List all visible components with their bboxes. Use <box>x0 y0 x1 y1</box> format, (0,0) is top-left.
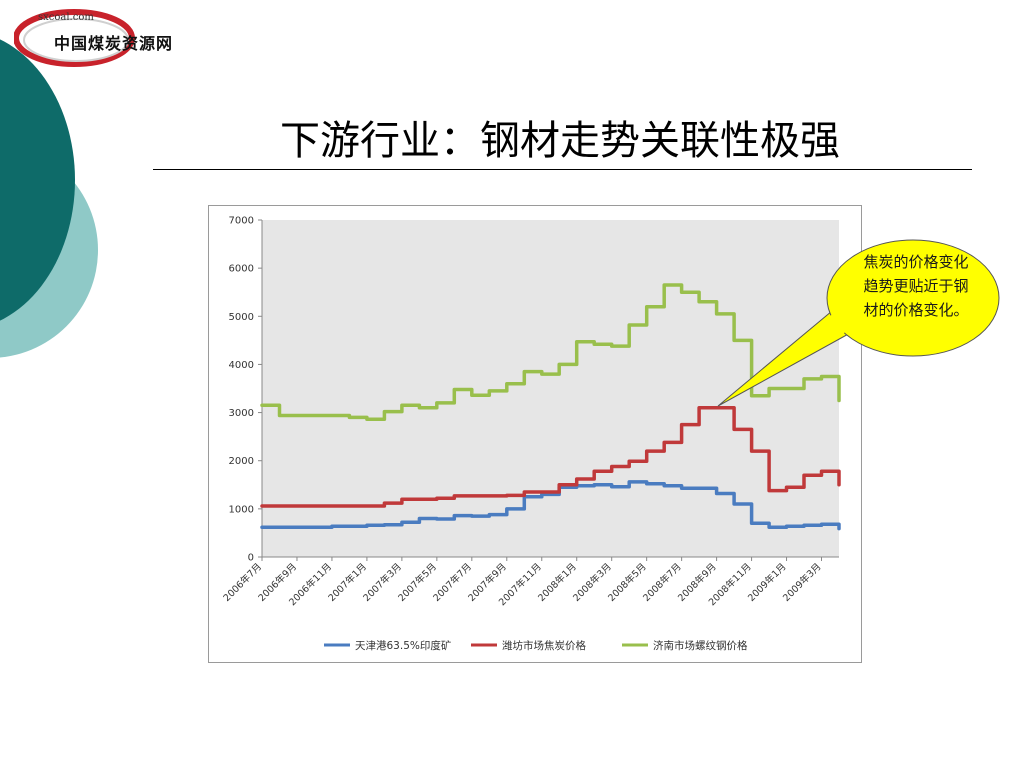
legend-label-1: 天津港63.5%印度矿 <box>355 639 451 652</box>
logo-swoosh-icon <box>14 9 135 67</box>
y-tick-label: 7000 <box>229 216 254 227</box>
title-underline <box>153 169 972 170</box>
slide-title: 下游行业：钢材走势关联性极强 <box>280 118 840 164</box>
y-tick-label: 2000 <box>229 456 254 467</box>
logo-name: 中国煤炭资源网 <box>54 34 174 53</box>
y-tick-label: 4000 <box>229 360 254 371</box>
callout-bubble <box>717 239 1000 407</box>
series-line-3 <box>260 283 841 422</box>
callout-text: 焦炭的价格变化趋势更贴近于钢材的价格变化。 <box>863 253 969 319</box>
y-tick-label: 6000 <box>229 264 254 275</box>
decorative-circles <box>0 39 98 358</box>
y-tick-label: 3000 <box>229 408 254 419</box>
x-tick-label: 2009年3月 <box>780 561 823 604</box>
legend-label-3: 济南市场螺纹钢价格 <box>653 639 748 652</box>
dark-teal-circle <box>0 39 75 321</box>
sxcoal-logo: sxcoal.com 中国煤炭资源网 <box>14 8 190 74</box>
y-tick-label: 1000 <box>229 504 254 515</box>
y-tick-label: 0 <box>248 553 254 564</box>
y-tick-label: 5000 <box>229 312 254 323</box>
callout-ellipse <box>826 239 1000 357</box>
logo-url: sxcoal.com <box>38 12 94 23</box>
series-line-2 <box>260 406 841 508</box>
legend-label-2: 潍坊市场焦炭价格 <box>502 639 586 652</box>
